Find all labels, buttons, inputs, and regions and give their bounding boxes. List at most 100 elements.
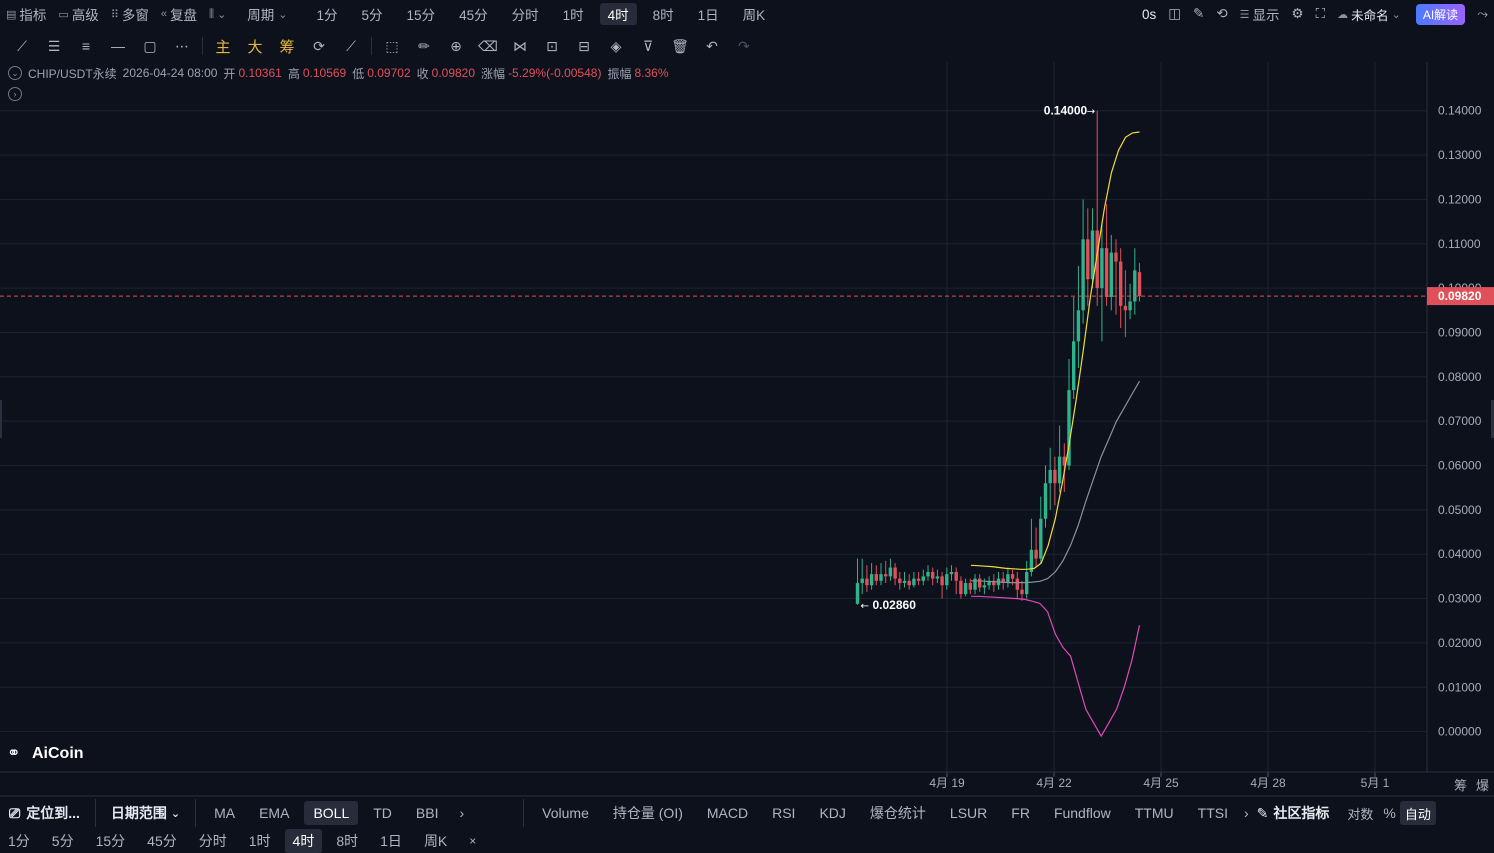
redo-icon[interactable]: ↷ bbox=[738, 37, 750, 54]
period-tab[interactable]: 15分 bbox=[406, 8, 436, 23]
sub-indicator-tab[interactable]: Fundflow bbox=[1053, 805, 1111, 821]
fullscreen-icon[interactable]: ⛶ bbox=[1315, 6, 1326, 21]
trendline-icon[interactable]: ⟋ bbox=[17, 37, 27, 54]
bottom-period-tab[interactable]: 1分 bbox=[8, 833, 30, 849]
cycle-icon[interactable]: ⟳ bbox=[313, 37, 325, 54]
replay-button[interactable]: «复盘 bbox=[160, 8, 197, 23]
alert-icon[interactable]: ⊟ bbox=[578, 37, 590, 54]
period-tab[interactable]: 45分 bbox=[459, 8, 488, 23]
bottom-period-tab[interactable]: 45分 bbox=[147, 833, 177, 849]
camera-icon[interactable]: ◫ bbox=[1168, 6, 1182, 21]
hline-icon[interactable]: — bbox=[111, 38, 125, 54]
datetime-label: 2026-04-24 08:00 bbox=[122, 66, 218, 80]
main-indicator-tab[interactable]: BOLL bbox=[304, 801, 359, 825]
undo-icon[interactable]: ↶ bbox=[706, 37, 718, 54]
main-indicator-tab[interactable]: BBI bbox=[415, 805, 439, 821]
undo-layout-icon[interactable]: ⟲ bbox=[1216, 6, 1228, 21]
bottom-period-tab[interactable]: 8时 bbox=[336, 833, 359, 849]
pattern-icon[interactable]: ⋈ bbox=[513, 37, 527, 54]
bottom-period-tab[interactable]: 1时 bbox=[248, 833, 271, 849]
bottom-period-tab[interactable]: 周K bbox=[423, 833, 448, 849]
ai-analysis-button[interactable]: AI解读 bbox=[1415, 3, 1466, 25]
share-icon[interactable]: ⤳ bbox=[1477, 6, 1488, 21]
period-tab[interactable]: 8时 bbox=[652, 8, 674, 23]
sub-indicator-tab[interactable]: LSUR bbox=[949, 805, 988, 821]
more-icon[interactable]: ⋯ bbox=[175, 37, 189, 54]
log-scale-toggle[interactable]: 对数 bbox=[1347, 806, 1374, 822]
pencil-icon[interactable]: ✎ bbox=[1193, 6, 1205, 21]
bottom-period-tab[interactable]: 4时 bbox=[284, 829, 323, 853]
filter-icon[interactable]: ⊽ bbox=[642, 37, 654, 54]
y-tick-label: 0.08000 bbox=[1438, 370, 1482, 384]
measure-icon[interactable]: ⬚ bbox=[385, 37, 399, 54]
sub-indicator-tab[interactable]: Volume bbox=[542, 805, 589, 821]
main-indicator-tab[interactable]: TD bbox=[373, 805, 392, 821]
candle-body bbox=[935, 576, 940, 579]
close-icon[interactable]: × bbox=[469, 834, 477, 848]
right-resize-handle bbox=[1491, 400, 1494, 438]
bottom-period-tab[interactable]: 分时 bbox=[198, 833, 227, 849]
community-indicators-button[interactable]: ✎ 社区指标 bbox=[1256, 804, 1330, 822]
date-range-button[interactable]: 日期范围 ⌄ bbox=[110, 805, 181, 821]
candle-body bbox=[888, 567, 893, 577]
sub-indicator-tab[interactable]: MACD bbox=[706, 805, 749, 821]
sub-indicator-tab[interactable]: TTMU bbox=[1134, 805, 1174, 821]
candle-body bbox=[987, 580, 991, 586]
bottom-period-tab[interactable]: 15分 bbox=[95, 833, 126, 849]
main-indicator-tab[interactable]: MA bbox=[214, 805, 236, 821]
indicator-button[interactable]: ▤ 指标 bbox=[6, 8, 47, 23]
chart-type-button[interactable]: ⫼ ⌄ bbox=[203, 0, 235, 28]
period-tab[interactable]: 周K bbox=[742, 8, 766, 23]
period-tab[interactable]: 1日 bbox=[697, 8, 719, 23]
period-tab[interactable]: 1分 bbox=[316, 8, 338, 23]
chevron-down-icon: ⌄ bbox=[217, 8, 227, 21]
sub-indicator-tab[interactable]: TTSI bbox=[1197, 805, 1228, 821]
large-order-button[interactable]: 大 bbox=[247, 38, 263, 56]
sub-indicator-tab[interactable]: KDJ bbox=[819, 805, 846, 821]
sub-indicator-tab[interactable]: RSI bbox=[772, 805, 796, 821]
rewind-icon: « bbox=[160, 8, 167, 20]
candle-body bbox=[1067, 390, 1071, 466]
expand-indicators[interactable]: › bbox=[8, 85, 28, 101]
ruler-icon[interactable]: ✏ bbox=[418, 37, 430, 54]
collapse-icon[interactable]: ⌄ bbox=[8, 66, 22, 80]
display-button[interactable]: ☰ 显示 bbox=[1239, 8, 1280, 23]
layout-menu[interactable]: ☁ 未命名 ⌄ bbox=[1337, 8, 1401, 23]
amplitude-label: 振幅 bbox=[607, 66, 632, 81]
locate-button[interactable]: ⎚ 定位到... bbox=[9, 804, 80, 822]
magnet-icon[interactable]: ◈ bbox=[610, 37, 622, 54]
sub-indicator-tab[interactable]: 爆仓统计 bbox=[869, 805, 926, 821]
period-tab[interactable]: 1时 bbox=[562, 8, 584, 23]
settings-icon[interactable]: ⚙ bbox=[1291, 6, 1304, 21]
percent-scale-toggle[interactable]: % bbox=[1383, 805, 1396, 821]
multiwindow-button[interactable]: ⠿ 多窗 bbox=[110, 8, 149, 23]
trash-icon[interactable]: 🗑 bbox=[671, 37, 689, 54]
price-chart[interactable]: 0.140000.130000.120000.110000.100000.090… bbox=[0, 62, 1494, 797]
rectangle-icon[interactable]: ▢ bbox=[143, 37, 157, 54]
candle-body bbox=[879, 574, 883, 581]
chevron-right-icon[interactable]: › bbox=[1243, 805, 1249, 821]
brush-icon[interactable]: ⟋ bbox=[346, 37, 356, 54]
chevron-right-icon[interactable]: › bbox=[459, 805, 465, 821]
bottom-period-tab[interactable]: 1日 bbox=[380, 833, 402, 849]
main-indicator-tab[interactable]: EMA bbox=[259, 805, 290, 821]
period-menu[interactable]: 周期 ⌄ bbox=[247, 8, 288, 23]
zoom-icon[interactable]: ⊕ bbox=[450, 37, 462, 54]
eraser-icon[interactable]: ⌫ bbox=[478, 37, 498, 54]
y-tick-label: 0.11000 bbox=[1438, 237, 1481, 251]
hlines-icon[interactable]: ≡ bbox=[81, 38, 91, 54]
lock-icon[interactable]: ⊡ bbox=[546, 37, 558, 54]
candle-body bbox=[1001, 578, 1005, 584]
period-tab[interactable]: 分时 bbox=[511, 8, 539, 23]
parallel-lines-icon[interactable]: ☰ bbox=[47, 37, 61, 54]
sub-indicator-tab[interactable]: FR bbox=[1011, 805, 1030, 821]
auto-scale-toggle[interactable]: 自动 bbox=[1399, 801, 1436, 825]
period-tab[interactable]: 4时 bbox=[599, 3, 637, 25]
advanced-button[interactable]: ▭ 高级 bbox=[58, 8, 99, 23]
bottom-period-tab[interactable]: 5分 bbox=[51, 833, 74, 849]
sub-indicator-tab[interactable]: 持仓量 (OI) bbox=[612, 805, 683, 821]
chip-button[interactable]: 筹 bbox=[279, 38, 295, 56]
period-tab[interactable]: 5分 bbox=[361, 8, 383, 23]
boll-mid-line bbox=[971, 380, 1141, 584]
main-force-button[interactable]: 主 bbox=[215, 38, 231, 56]
